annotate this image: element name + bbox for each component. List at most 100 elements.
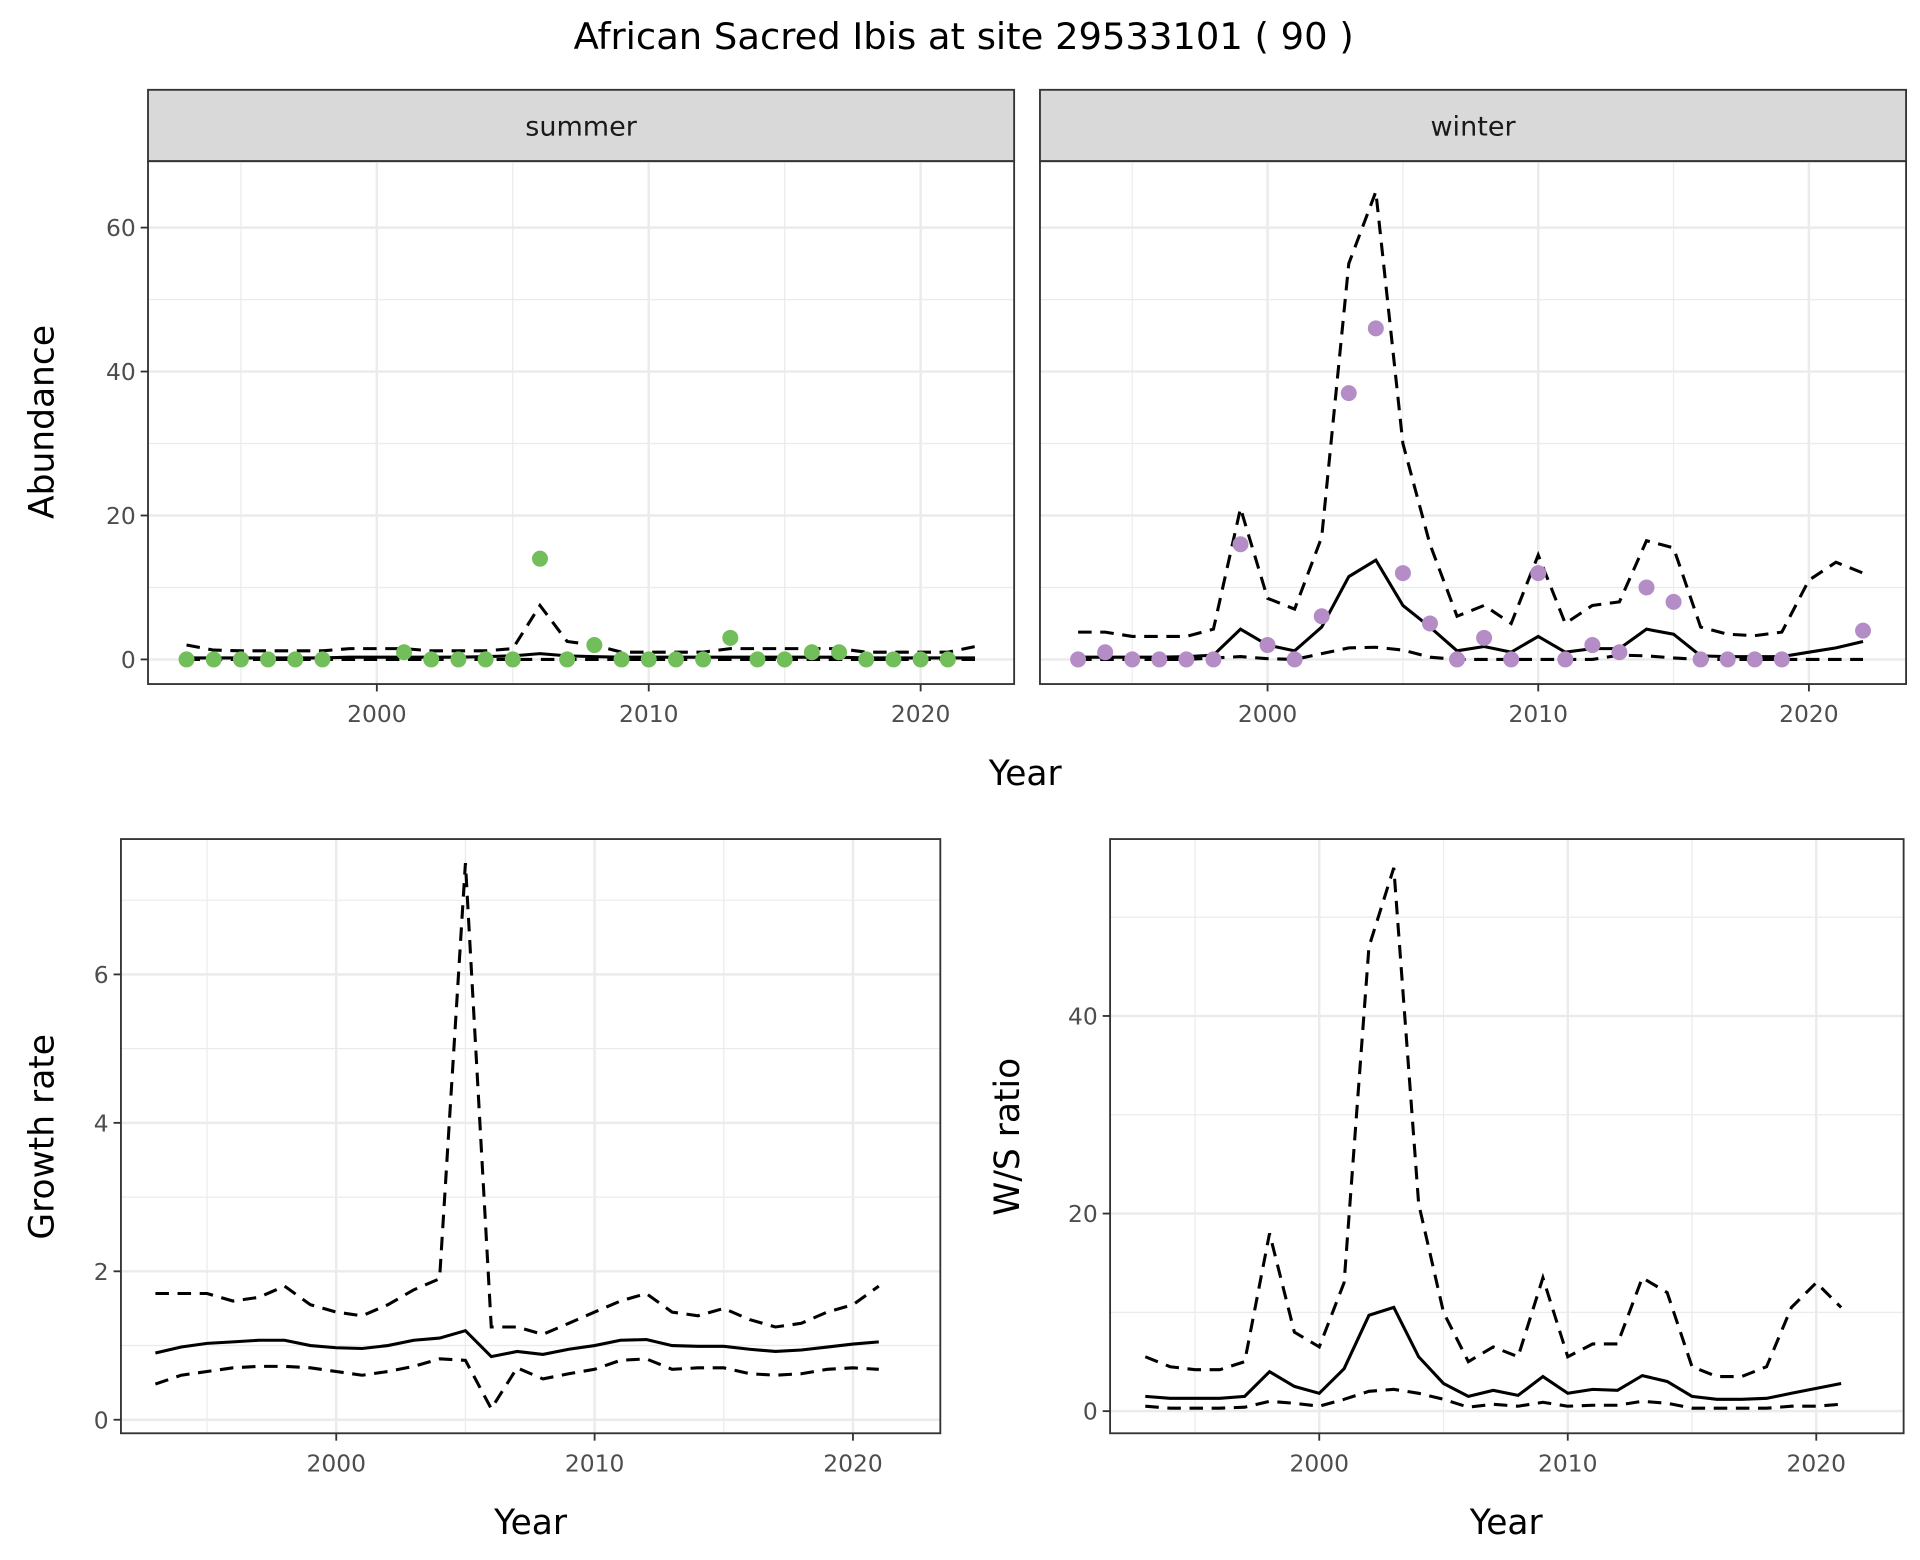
summer-panel: 2000 2010 2020 0 20 40 60 xyxy=(106,160,1016,728)
winter-data-point xyxy=(1746,651,1763,668)
winter-data-point xyxy=(1340,385,1357,402)
summer-data-point xyxy=(722,629,739,646)
growth-y-tick-label: 6 xyxy=(94,961,109,989)
winter-data-point xyxy=(1665,593,1682,610)
growth-y-tick-label: 2 xyxy=(94,1258,109,1286)
summer-mean-line xyxy=(186,652,976,660)
winter-data-point xyxy=(1151,651,1168,668)
summer-data-point xyxy=(885,651,902,668)
winter-x-tick-label: 2020 xyxy=(1779,700,1838,728)
summer-data-point xyxy=(232,651,249,668)
ratio-y-tick-label: 20 xyxy=(1068,1200,1098,1228)
ratio-panel: 2000 2010 2020 0 20 40 xyxy=(1068,838,1905,1477)
winter-data-point xyxy=(1476,629,1493,646)
summer-y-tick-label: 60 xyxy=(106,214,136,242)
winter-data-point xyxy=(1557,651,1574,668)
winter-data-point xyxy=(1259,637,1276,654)
summer-x-tick-label: 2010 xyxy=(619,700,678,728)
ratio-x-tick-label: 2020 xyxy=(1787,1449,1846,1477)
winter-data-point xyxy=(1449,651,1466,668)
winter-data-point xyxy=(1124,651,1141,668)
summer-data-point xyxy=(749,651,766,668)
winter-data-point xyxy=(1205,651,1222,668)
winter-data-point xyxy=(1421,615,1438,632)
winter-upper-bound-line xyxy=(1078,191,1864,638)
summer-data-point xyxy=(205,651,222,668)
summer-data-point xyxy=(287,651,304,668)
winter-data-point xyxy=(1584,637,1601,654)
winter-data-point xyxy=(1070,651,1087,668)
ratio-x-axis-label: Year xyxy=(1469,1503,1544,1543)
summer-data-point xyxy=(613,651,630,668)
summer-data-point xyxy=(477,651,494,668)
strip-label-winter: winter xyxy=(1430,111,1516,142)
summer-data-point xyxy=(260,651,277,668)
ratio-lower-bound-line xyxy=(1145,1387,1842,1410)
summer-upper-bound-line xyxy=(186,602,976,654)
summer-data-point xyxy=(396,644,413,661)
growth-y-tick-label: 4 xyxy=(94,1109,109,1137)
strip-label-summer: summer xyxy=(525,111,638,142)
ratio-x-tick-label: 2000 xyxy=(1290,1449,1349,1477)
growth-x-tick-label: 2020 xyxy=(823,1449,882,1477)
ratio-y-axis-label: W/S ratio xyxy=(988,1058,1028,1216)
summer-data-point xyxy=(450,651,467,668)
summer-x-tick-label: 2000 xyxy=(347,700,406,728)
summer-data-point xyxy=(559,651,576,668)
winter-data-point xyxy=(1530,565,1547,582)
winter-data-point xyxy=(1503,651,1520,668)
winter-data-point xyxy=(1611,644,1628,661)
summer-data-point xyxy=(504,651,521,668)
summer-data-point xyxy=(423,651,440,668)
growth-lower-bound-line xyxy=(154,1357,879,1412)
summer-y-tick-label: 0 xyxy=(121,646,136,674)
winter-data-point xyxy=(1692,651,1709,668)
growth-x-axis-label: Year xyxy=(493,1503,568,1543)
summer-data-point xyxy=(939,651,956,668)
winter-data-point xyxy=(1394,565,1411,582)
summer-data-point xyxy=(314,651,331,668)
growth-y-tick-label: 0 xyxy=(94,1406,109,1434)
ratio-upper-bound-line xyxy=(1144,867,1843,1379)
growth-panel: 2000 2010 2020 0 2 4 6 xyxy=(94,838,942,1477)
winter-panel: 2000 2010 2020 xyxy=(1039,160,1908,728)
winter-x-tick-label: 2010 xyxy=(1509,700,1568,728)
winter-data-point xyxy=(1638,579,1655,596)
summer-data-point xyxy=(776,651,793,668)
growth-mean-line xyxy=(155,1328,879,1359)
growth-x-tick-label: 2000 xyxy=(307,1449,366,1477)
strip-winter xyxy=(1039,88,1908,163)
summer-x-tick-label: 2020 xyxy=(891,700,950,728)
summer-data-point xyxy=(803,644,820,661)
summer-data-point xyxy=(586,637,603,654)
winter-data-point xyxy=(1232,536,1249,553)
winter-data-point xyxy=(1097,644,1114,661)
chart-title: African Sacred Ibis at site 29533101 ( 9… xyxy=(574,15,1354,58)
summer-y-tick-label: 20 xyxy=(106,502,136,530)
summer-data-point xyxy=(640,651,657,668)
ratio-x-tick-label: 2010 xyxy=(1538,1449,1597,1477)
winter-x-tick-label: 2000 xyxy=(1238,700,1297,728)
summer-data-point xyxy=(695,651,712,668)
ratio-mean-line xyxy=(1145,1305,1842,1401)
summer-data-point xyxy=(912,651,929,668)
winter-panel-border xyxy=(1039,160,1908,685)
ratio-panel-border xyxy=(1109,838,1905,1435)
winter-data-point xyxy=(1367,320,1384,337)
winter-data-point xyxy=(1286,651,1303,668)
top-y-axis-label: Abundance xyxy=(22,325,62,519)
strip-summer xyxy=(147,88,1016,163)
summer-data-point xyxy=(667,651,684,668)
summer-data-point xyxy=(531,550,548,567)
summer-y-tick-label: 40 xyxy=(106,358,136,386)
growth-x-tick-label: 2010 xyxy=(565,1449,624,1477)
top-x-axis-label: Year xyxy=(988,754,1063,794)
summer-data-point xyxy=(178,651,195,668)
winter-data-point xyxy=(1855,622,1872,639)
winter-data-point xyxy=(1773,651,1790,668)
summer-panel-border xyxy=(147,160,1016,685)
growth-y-axis-label: Growth rate xyxy=(22,1034,62,1240)
ratio-y-tick-label: 40 xyxy=(1068,1003,1098,1031)
